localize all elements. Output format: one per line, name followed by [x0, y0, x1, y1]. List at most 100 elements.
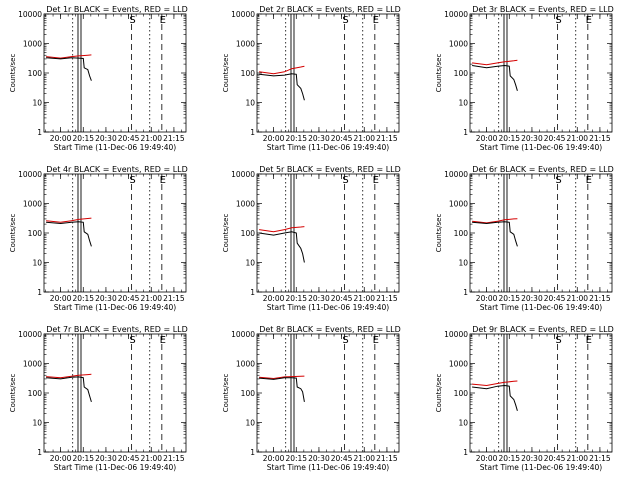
- x-tick-label: 20:15: [498, 294, 520, 303]
- x-tick-label: 21:00: [140, 294, 162, 303]
- x-tick-label: 20:45: [118, 294, 140, 303]
- x-tick-label: 20:30: [308, 134, 330, 143]
- y-tick-label: 1: [463, 288, 468, 297]
- x-tick-label: 20:30: [308, 294, 330, 303]
- series-events-line: [259, 73, 305, 101]
- x-tick-label: 20:00: [50, 454, 72, 463]
- y-tick-label: 1000: [23, 40, 42, 49]
- x-tick-label: 20:00: [476, 294, 498, 303]
- panel-title: Det 2r BLACK = Events, RED = LLD: [259, 5, 401, 14]
- panel-title: Det 4r BLACK = Events, RED = LLD: [46, 165, 188, 174]
- series-events-line: [472, 384, 518, 411]
- panel-title: Det 1r BLACK = Events, RED = LLD: [46, 5, 188, 14]
- x-tick-label: 20:00: [263, 454, 285, 463]
- x-axis-label: Start Time (11-Dec-06 19:49:40): [480, 303, 602, 312]
- panel-title: Det 6r BLACK = Events, RED = LLD: [472, 165, 614, 174]
- plot-frame: [256, 333, 400, 453]
- y-tick-label: 100: [454, 69, 469, 78]
- y-tick-label: 1000: [236, 200, 255, 209]
- series-lld-line: [46, 54, 92, 59]
- marker-label: E: [373, 15, 379, 26]
- x-tick-label: 21:00: [566, 294, 588, 303]
- marker-label: E: [586, 175, 592, 186]
- y-tick-label: 1: [463, 448, 468, 457]
- y-tick-label: 10000: [231, 170, 255, 179]
- y-axis-label: Counts/sec: [435, 214, 443, 253]
- y-tick-label: 100: [241, 69, 256, 78]
- x-tick-label: 21:15: [163, 454, 185, 463]
- y-tick-label: 10: [245, 99, 255, 108]
- x-tick-label: 21:15: [589, 454, 611, 463]
- series-events-line: [259, 231, 305, 263]
- x-tick-label: 20:15: [285, 294, 307, 303]
- series-lld-line: [46, 217, 92, 223]
- y-tick-label: 1: [37, 448, 42, 457]
- y-tick-label: 100: [241, 229, 256, 238]
- plot-frame: [469, 333, 613, 453]
- marker-label: S: [555, 15, 561, 26]
- y-tick-label: 1000: [449, 200, 468, 209]
- x-tick-label: 20:45: [118, 134, 140, 143]
- y-tick-label: 1: [250, 128, 255, 137]
- x-axis-label: Start Time (11-Dec-06 19:49:40): [480, 143, 602, 152]
- panel-8: 1 10 100 1000 10000 20:00 20:15 20:30 20:45 21:00…: [222, 325, 401, 472]
- y-axis-label: Counts/sec: [9, 54, 17, 93]
- x-tick-label: 21:00: [140, 134, 162, 143]
- x-tick-label: 20:15: [72, 134, 94, 143]
- series-lld-line: [472, 380, 518, 387]
- y-tick-label: 100: [28, 229, 43, 238]
- y-tick-label: 10000: [444, 170, 468, 179]
- x-axis-label: Start Time (11-Dec-06 19:49:40): [54, 303, 176, 312]
- marker-label: S: [342, 15, 348, 26]
- panel-3: 1 10 100 1000 10000 20:00 20:15 20:30 20:45 21:00…: [435, 5, 614, 152]
- y-tick-label: 10000: [18, 170, 42, 179]
- marker-label: S: [555, 335, 561, 346]
- x-tick-label: 20:30: [521, 454, 543, 463]
- y-tick-label: 1: [250, 288, 255, 297]
- x-tick-label: 20:30: [95, 454, 117, 463]
- x-axis-label: Start Time (11-Dec-06 19:49:40): [54, 463, 176, 472]
- marker-label: S: [342, 175, 348, 186]
- y-tick-label: 100: [454, 229, 469, 238]
- marker-label: E: [586, 335, 592, 346]
- panel-1: 1 10 100 1000 10000 20:00 20:15 20:30 20:45 21:00…: [9, 5, 188, 152]
- x-tick-label: 20:15: [72, 294, 94, 303]
- y-tick-label: 10000: [231, 330, 255, 339]
- series-events-line: [472, 64, 518, 91]
- y-tick-label: 10: [32, 259, 42, 268]
- y-axis-label: Counts/sec: [9, 214, 17, 253]
- marker-label: S: [129, 175, 135, 186]
- y-tick-label: 100: [241, 389, 256, 398]
- marker-label: S: [555, 175, 561, 186]
- series-events-line: [46, 57, 92, 81]
- y-tick-label: 1: [37, 128, 42, 137]
- panel-title: Det 5r BLACK = Events, RED = LLD: [259, 165, 401, 174]
- x-tick-label: 21:00: [140, 454, 162, 463]
- x-tick-label: 20:45: [331, 294, 353, 303]
- x-tick-label: 21:00: [353, 134, 375, 143]
- x-tick-label: 21:15: [589, 294, 611, 303]
- x-tick-label: 20:45: [544, 294, 566, 303]
- x-tick-label: 20:15: [498, 134, 520, 143]
- panel-6: 1 10 100 1000 10000 20:00 20:15 20:30 20:45 21:00…: [435, 165, 614, 312]
- x-tick-label: 21:15: [589, 134, 611, 143]
- panel-title: Det 7r BLACK = Events, RED = LLD: [46, 325, 188, 334]
- x-tick-label: 20:00: [50, 134, 72, 143]
- series-lld-line: [472, 59, 518, 66]
- marker-label: S: [129, 15, 135, 26]
- x-tick-label: 20:30: [95, 134, 117, 143]
- y-tick-label: 1000: [23, 200, 42, 209]
- x-tick-label: 20:00: [476, 134, 498, 143]
- y-tick-label: 100: [454, 389, 469, 398]
- y-tick-label: 10000: [231, 10, 255, 19]
- series-events-line: [472, 221, 518, 247]
- y-tick-label: 10: [458, 259, 468, 268]
- y-tick-label: 10: [245, 419, 255, 428]
- plot-frame: [256, 173, 400, 293]
- x-tick-label: 20:15: [498, 454, 520, 463]
- x-axis-label: Start Time (11-Dec-06 19:49:40): [480, 463, 602, 472]
- marker-label: E: [373, 175, 379, 186]
- x-tick-label: 20:45: [331, 134, 353, 143]
- x-tick-label: 21:15: [376, 454, 398, 463]
- series-lld-line: [259, 65, 305, 75]
